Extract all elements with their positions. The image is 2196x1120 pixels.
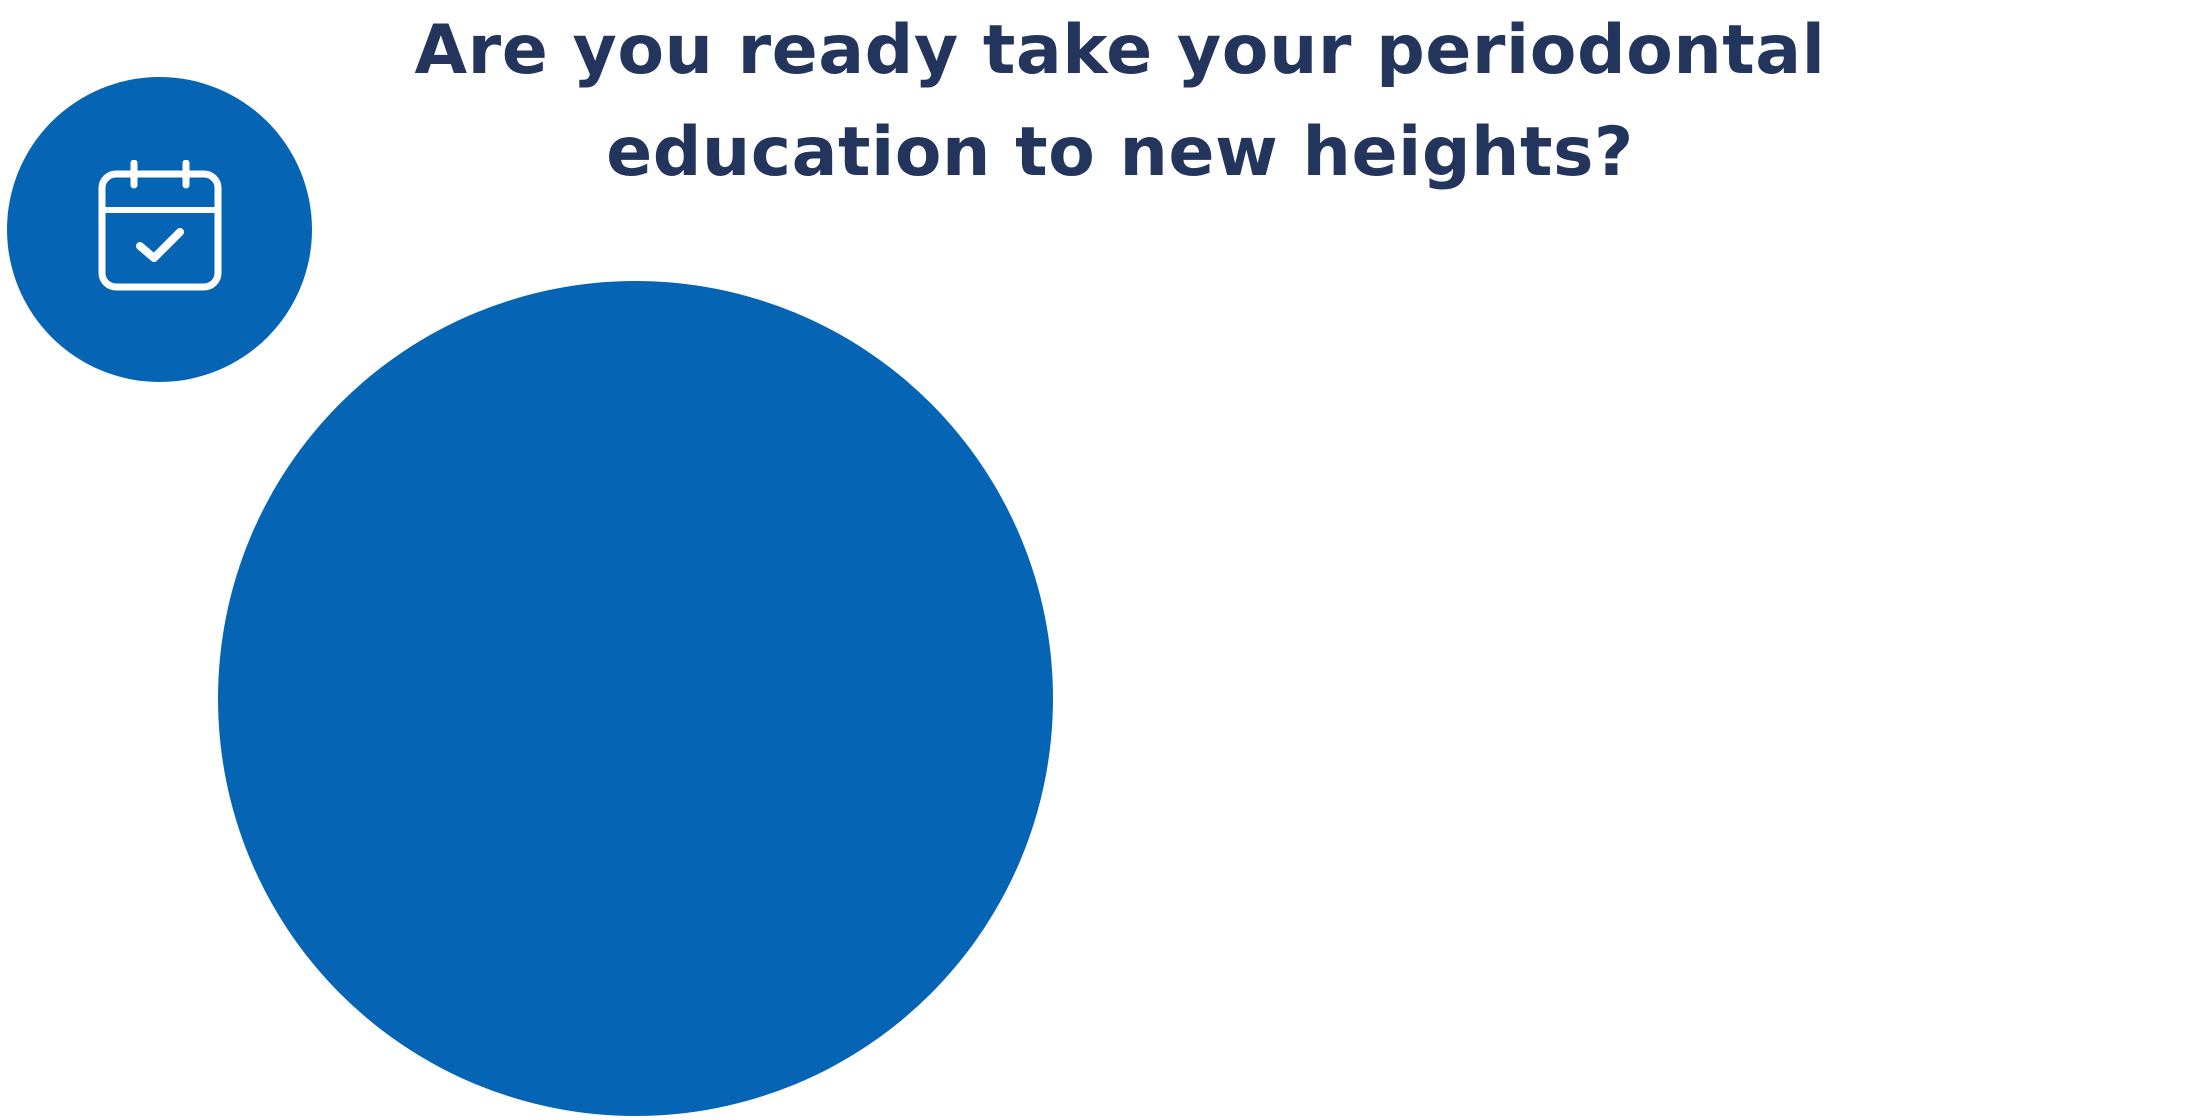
headline: Are you ready take your periodontal educ… bbox=[300, 0, 1940, 204]
calendar-check-icon bbox=[98, 159, 221, 290]
calendar-badge bbox=[7, 77, 312, 382]
headline-line-2: education to new heights? bbox=[606, 113, 1634, 192]
headline-line-1: Are you ready take your periodontal bbox=[414, 11, 1826, 90]
decorative-blue-circle bbox=[218, 281, 1053, 1116]
